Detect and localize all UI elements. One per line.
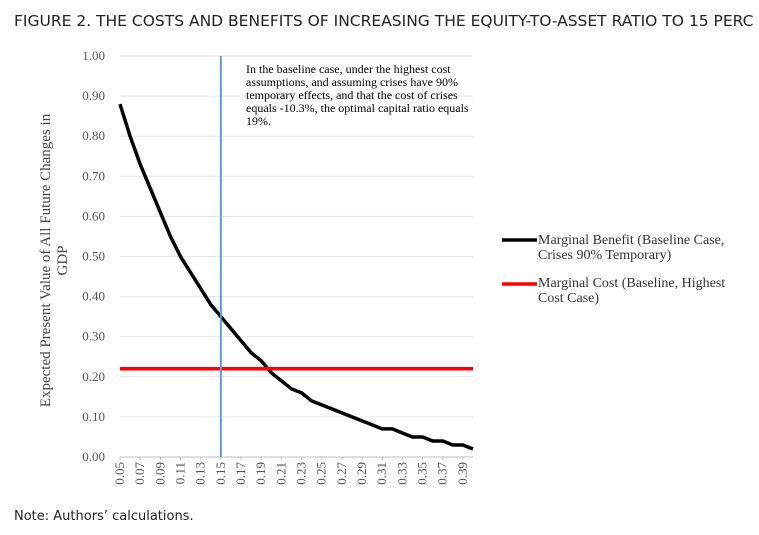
- x-tick-label: 0.23: [294, 462, 309, 485]
- figure-title: FIGURE 2. THE COSTS AND BENEFITS OF INCR…: [14, 12, 754, 30]
- legend-label: Marginal Cost (Baseline, Highest Cost Ca…: [538, 276, 726, 306]
- y-tick-label: 1.00: [82, 48, 105, 63]
- x-tick-label: 0.39: [455, 462, 470, 485]
- y-axis-label: Expected Present Value of All Future Cha…: [38, 113, 54, 407]
- y-tick-label: 0.80: [82, 128, 105, 143]
- y-axis-label: GDP: [55, 245, 71, 275]
- x-tick-label: 0.31: [374, 462, 389, 485]
- x-tick-label: 0.27: [334, 462, 349, 485]
- note: Note: Authors’ calculations.: [14, 509, 194, 524]
- y-tick-label: 0.50: [82, 249, 105, 264]
- x-tick-label: 0.15: [213, 462, 228, 485]
- y-tick-label: 0.70: [82, 168, 105, 183]
- x-tick-label: 0.19: [253, 462, 268, 485]
- x-tick-label: 0.21: [273, 462, 288, 485]
- x-tick-label: 0.11: [173, 462, 188, 484]
- annotation: In the baseline case, under the highest …: [246, 62, 469, 128]
- x-tick-label: 0.13: [193, 462, 208, 485]
- y-tick-label: 0.00: [82, 449, 105, 464]
- x-tick-label: 0.17: [233, 462, 248, 485]
- y-tick-label: 0.20: [82, 369, 105, 384]
- x-tick-label: 0.29: [354, 462, 369, 485]
- x-tick-label: 0.33: [394, 462, 409, 485]
- y-tick-label: 0.40: [82, 289, 105, 304]
- x-tick-label: 0.35: [415, 462, 430, 485]
- y-tick-label: 0.90: [82, 88, 105, 103]
- x-tick-label: 0.05: [112, 462, 127, 485]
- y-tick-label: 0.10: [82, 409, 105, 424]
- y-tick-label: 0.30: [82, 329, 105, 344]
- x-tick-label: 0.37: [435, 462, 450, 485]
- legend-label: Marginal Benefit (Baseline Case, Crises …: [538, 233, 725, 263]
- x-tick-label: 0.09: [152, 462, 167, 485]
- y-tick-label: 0.60: [82, 208, 105, 223]
- x-tick-label: 0.07: [132, 462, 147, 485]
- x-tick-label: 0.25: [314, 462, 329, 485]
- series-line: [118, 103, 474, 451]
